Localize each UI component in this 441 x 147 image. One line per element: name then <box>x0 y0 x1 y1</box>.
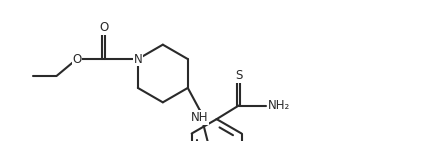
Text: S: S <box>235 69 243 82</box>
Text: N: N <box>134 53 142 66</box>
Text: NH₂: NH₂ <box>268 99 290 112</box>
Text: NH: NH <box>191 111 209 124</box>
Text: O: O <box>72 53 82 66</box>
Text: O: O <box>99 21 108 34</box>
